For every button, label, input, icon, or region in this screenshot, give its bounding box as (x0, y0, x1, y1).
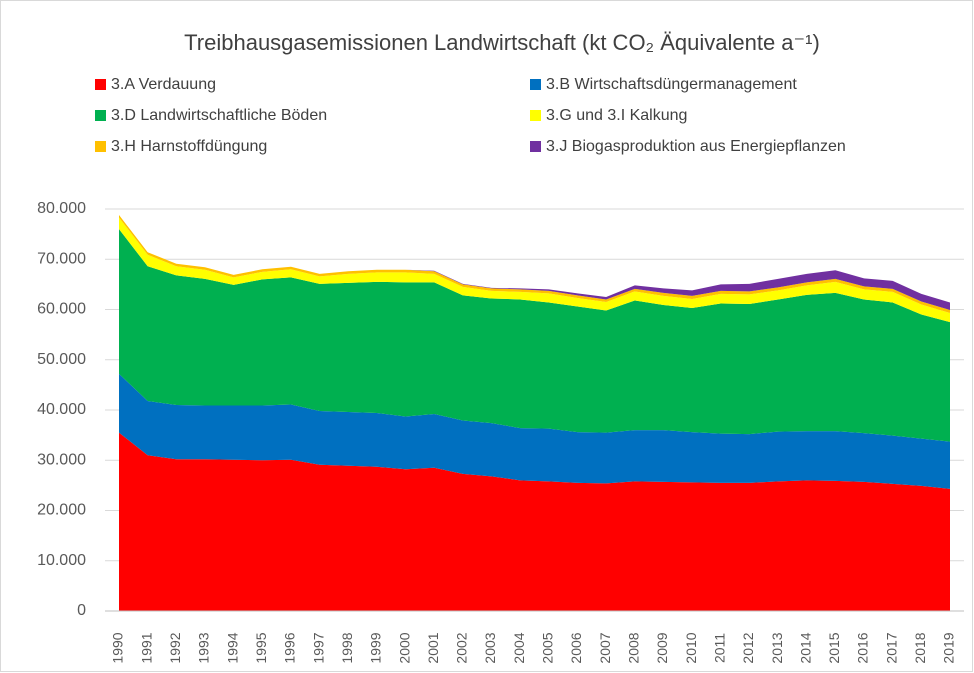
legend-swatch (95, 79, 106, 90)
legend-label: 3.G und 3.I Kalkung (546, 107, 687, 124)
x-tick-label: 2018 (912, 632, 928, 663)
x-tick-label: 2001 (425, 632, 441, 663)
y-tick-label: 20.000 (37, 502, 86, 519)
area (119, 432, 950, 611)
legend-swatch (530, 141, 541, 152)
legend-label: 3.D Landwirtschaftliche Böden (111, 107, 327, 124)
x-tick-label: 1996 (282, 632, 298, 663)
y-tick-label: 30.000 (37, 451, 86, 468)
x-tick-label: 2003 (482, 632, 498, 663)
legend-swatch (95, 141, 106, 152)
x-tick-label: 2015 (826, 632, 842, 663)
y-tick-label: 60.000 (37, 301, 86, 318)
x-tick-label: 1991 (138, 632, 154, 663)
y-tick-label: 70.000 (37, 250, 86, 267)
x-tick-label: 2007 (597, 632, 613, 663)
x-tick-label: 2016 (855, 632, 871, 663)
legend-swatch (530, 79, 541, 90)
y-tick-label: 80.000 (37, 200, 86, 217)
x-tick-label: 2005 (540, 632, 556, 663)
legend-label: 3.A Verdauung (111, 76, 216, 93)
x-tick-label: 1997 (310, 632, 326, 663)
legend-label: 3.J Biogasproduktion aus Energiepflanzen (546, 138, 846, 155)
legend-swatch (530, 110, 541, 121)
x-tick-label: 2010 (683, 632, 699, 663)
x-tick-label: 2017 (883, 632, 899, 663)
x-tick-label: 1995 (253, 632, 269, 663)
legend-swatch (95, 110, 106, 121)
x-tick-label: 2012 (740, 632, 756, 663)
x-tick-label: 1999 (368, 632, 384, 663)
y-tick-label: 10.000 (37, 552, 86, 569)
y-tick-label: 50.000 (37, 351, 86, 368)
x-tick-label: 2004 (511, 632, 527, 663)
area (119, 373, 950, 489)
x-tick-label: 1998 (339, 632, 355, 663)
x-tick-label: 2013 (769, 632, 785, 663)
x-tick-label: 2002 (454, 632, 470, 663)
x-tick-label: 2006 (568, 632, 584, 663)
x-tick-label: 2009 (654, 632, 670, 663)
area (119, 215, 950, 311)
x-tick-label: 2011 (711, 633, 727, 663)
x-tick-label: 1994 (224, 632, 240, 663)
x-tick-label: 2008 (625, 632, 641, 663)
area (119, 229, 950, 442)
chart-title: Treibhausgasemissionen Landwirtschaft (k… (184, 30, 820, 55)
x-tick-label: 1993 (196, 632, 212, 663)
x-tick-label: 2000 (396, 632, 412, 663)
x-tick-label: 2019 (941, 632, 957, 663)
x-tick-label: 1990 (110, 632, 126, 663)
y-tick-label: 40.000 (37, 401, 86, 418)
y-tick-label: 0 (77, 602, 86, 619)
x-tick-label: 1992 (167, 632, 183, 663)
legend-label: 3.B Wirtschaftsdüngermanagement (546, 76, 797, 93)
legend-label: 3.H Harnstoffdüngung (111, 138, 267, 155)
x-tick-label: 2014 (797, 632, 813, 663)
area (119, 217, 950, 323)
